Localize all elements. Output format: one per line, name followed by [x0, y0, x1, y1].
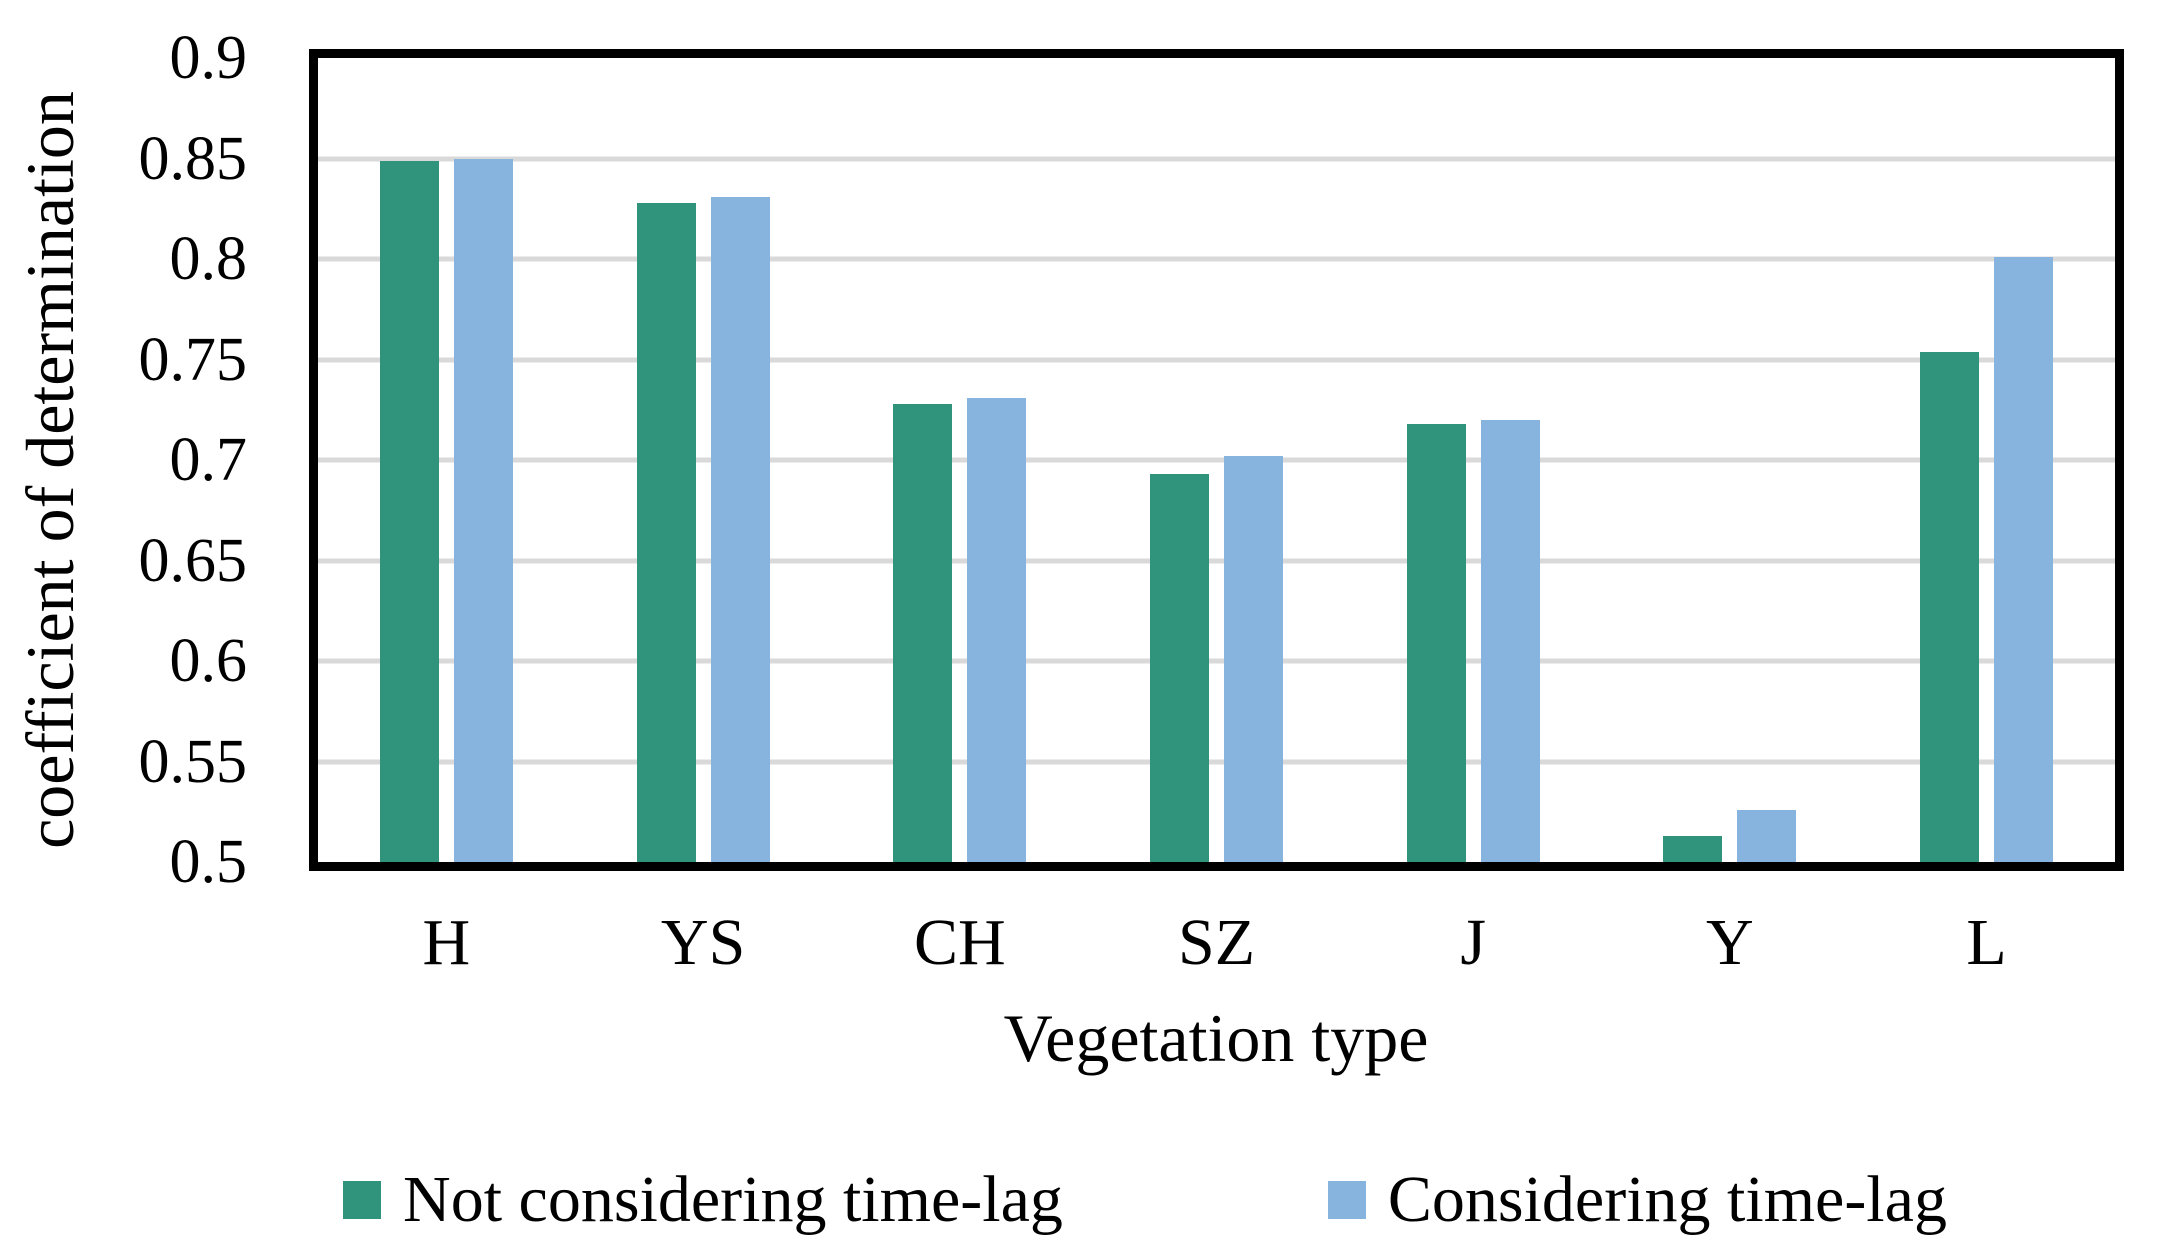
bar-CH-series-1	[967, 397, 1027, 862]
legend-marker-considering	[1327, 1181, 1366, 1219]
y-tick-label-0.55: 0.55	[138, 727, 248, 796]
gridline-0.7	[318, 457, 2115, 463]
legend-label-considering: Considering time-lag	[1387, 1163, 1947, 1236]
gridline-0.6	[318, 658, 2115, 664]
bar-CH-series-0	[893, 403, 953, 862]
bar-H-series-1	[453, 158, 513, 862]
y-tick-label-0.6: 0.6	[169, 627, 248, 695]
gridline-0.8	[318, 256, 2115, 262]
x-tick-label-SZ: SZ	[1177, 906, 1256, 979]
bar-J-series-1	[1480, 419, 1540, 862]
bar-L-series-0	[1920, 351, 1980, 862]
bar-L-series-1	[1994, 257, 2054, 862]
bar-H-series-0	[379, 160, 439, 862]
x-tick-label-J: J	[1460, 906, 1487, 979]
x-tick-label-CH: CH	[913, 906, 1006, 979]
plot-area	[318, 58, 2115, 862]
y-tick-label-0.85: 0.85	[138, 124, 248, 193]
x-tick-label-L: L	[1966, 906, 2007, 979]
gridline-0.55	[318, 759, 2115, 764]
bar-YS-series-1	[710, 196, 770, 862]
y-tick-label-0.65: 0.65	[138, 526, 248, 595]
legend-label-not-considering: Not considering time-lag	[403, 1163, 1063, 1236]
x-axis-title: Vegetation type	[1003, 1000, 1429, 1076]
y-tick-label-0.8: 0.8	[169, 225, 248, 293]
y-tick-label-0.75: 0.75	[138, 325, 248, 394]
gridline-0.85	[318, 156, 2115, 161]
bar-SZ-series-1	[1224, 456, 1283, 862]
y-tick-label-0.7: 0.7	[169, 426, 248, 494]
legend-item-considering: Considering time-lag	[1327, 1160, 1947, 1240]
legend: Not considering time-lag Considering tim…	[65, 1160, 2160, 1240]
gridline-0.75	[318, 357, 2115, 362]
x-tick-label-H: H	[422, 906, 471, 979]
bar-Y-series-1	[1737, 809, 1797, 862]
gridline-0.65	[318, 558, 2115, 563]
x-tick-label-Y: Y	[1706, 906, 1754, 979]
bar-J-series-0	[1406, 423, 1466, 862]
legend-marker-not-considering	[343, 1181, 382, 1219]
bar-Y-series-0	[1663, 835, 1723, 862]
bar-SZ-series-0	[1150, 474, 1209, 862]
y-tick-label-0.9: 0.9	[169, 24, 248, 92]
x-tick-label-YS: YS	[660, 906, 746, 979]
legend-item-not-considering: Not considering time-lag	[343, 1160, 1063, 1240]
bar-YS-series-0	[636, 202, 696, 862]
y-tick-label-0.5: 0.5	[169, 828, 248, 896]
